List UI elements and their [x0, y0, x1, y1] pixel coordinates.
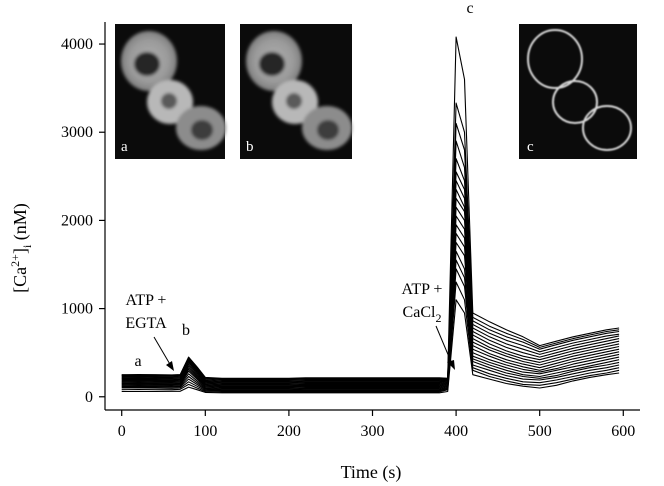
- cell-2-membrane: [552, 80, 598, 124]
- x-tick-label: 0: [118, 423, 126, 440]
- atp-egta-arrow: [153, 336, 172, 367]
- series-line-7: [121, 233, 620, 389]
- series-line-13: [121, 180, 620, 384]
- cell-1-membrane: [527, 29, 583, 89]
- series-line-1: [121, 299, 620, 394]
- series-group: [121, 36, 620, 394]
- marker-c-label: c: [466, 0, 473, 17]
- y-tick-label: 1000: [61, 301, 93, 318]
- series-line-10: [121, 206, 620, 386]
- inset-image-b: b: [240, 24, 352, 159]
- y-axis-ticks: 0 1000 2000 3000 4000: [61, 36, 105, 406]
- marker-b-label: b: [182, 322, 190, 339]
- atp-cacl2-label-line1: ATP +: [402, 281, 443, 298]
- inset-c-background: [519, 24, 637, 159]
- cell-2-nucleus: [286, 93, 302, 109]
- y-tick-label: 4000: [61, 36, 93, 53]
- atp-cacl2-arrow: [435, 325, 453, 365]
- x-tick-label: 600: [611, 423, 635, 440]
- atp-cacl2-label-line2: CaCl2: [403, 304, 442, 325]
- series-line-12: [121, 188, 620, 385]
- cell-1-nucleus: [259, 52, 285, 76]
- annotations: a b c ATP + EGTA ATP + CaCl2: [125, 0, 474, 371]
- x-axis-ticks: 0 100 200 300 400 500 600: [118, 410, 635, 440]
- y-tick-label: 0: [85, 389, 93, 406]
- y-axis-title: [Ca2+]i (nM): [8, 203, 34, 293]
- atp-cacl2-arrowhead: [447, 360, 455, 370]
- series-line-17: [121, 122, 620, 380]
- cell-3-nucleus: [191, 120, 213, 140]
- marker-a-label: a: [134, 353, 141, 370]
- series-line-5: [121, 250, 620, 391]
- cell-3-nucleus: [317, 120, 339, 140]
- atp-egta-label-line2: EGTA: [125, 315, 167, 332]
- series-line-3: [121, 268, 620, 392]
- x-tick-label: 200: [277, 423, 301, 440]
- atp-egta-label-line1: ATP +: [126, 292, 167, 309]
- atp-egta-arrowhead: [166, 361, 174, 371]
- series-line-16: [121, 140, 620, 381]
- series-line-6: [121, 241, 620, 390]
- series-line-8: [121, 224, 620, 388]
- x-tick-label: 500: [528, 423, 552, 440]
- series-line-4: [121, 259, 620, 391]
- inset-a-label: a: [121, 139, 128, 155]
- x-tick-label: 300: [361, 423, 385, 440]
- series-line-19: [121, 36, 620, 379]
- x-tick-label: 400: [444, 423, 468, 440]
- cell-3-membrane: [582, 105, 632, 151]
- series-line-11: [121, 197, 620, 385]
- cell-2-nucleus: [161, 93, 177, 109]
- inset-image-c: c: [519, 24, 637, 159]
- y-tick-label: 2000: [61, 212, 93, 229]
- x-tick-label: 100: [193, 423, 217, 440]
- inset-c-label: c: [527, 139, 534, 155]
- x-axis-title: Time (s): [341, 462, 402, 483]
- series-line-2: [121, 281, 620, 393]
- series-line-9: [121, 215, 620, 387]
- series-line-14: [121, 171, 620, 383]
- inset-image-a: a: [115, 24, 226, 159]
- y-tick-label: 3000: [61, 124, 93, 141]
- inset-b-label: b: [246, 139, 254, 155]
- cell-1-nucleus: [134, 52, 160, 76]
